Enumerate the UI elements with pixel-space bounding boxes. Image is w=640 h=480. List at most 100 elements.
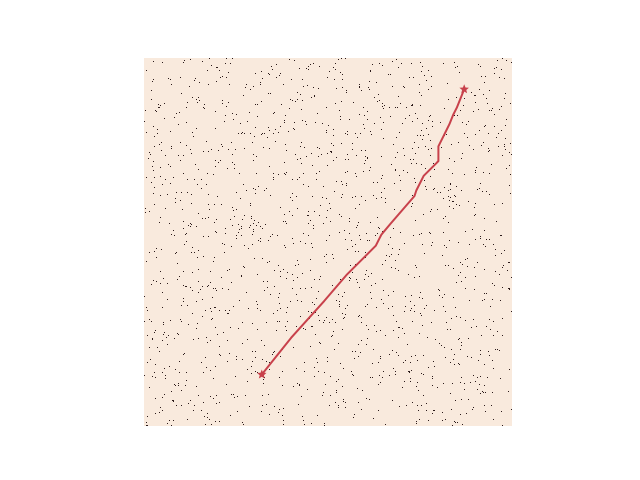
obstacle-dot (452, 425, 453, 426)
obstacle-dot (339, 110, 340, 111)
obstacle-dot (457, 115, 458, 116)
obstacle-dot (360, 239, 361, 240)
obstacle-dot (159, 412, 160, 413)
obstacle-dot (493, 335, 494, 336)
obstacle-dot (357, 282, 358, 283)
obstacle-dot (451, 349, 452, 350)
obstacle-dot (432, 121, 433, 122)
obstacle-dot (399, 406, 400, 407)
obstacle-dot (511, 311, 512, 312)
obstacle-dot (352, 197, 353, 198)
obstacle-dot (146, 132, 147, 133)
obstacle-dot (345, 133, 346, 134)
obstacle-dot (393, 144, 394, 145)
obstacle-dot (225, 115, 226, 116)
obstacle-dot (235, 149, 236, 150)
obstacle-dot (434, 169, 435, 170)
obstacle-dot (274, 112, 275, 113)
obstacle-dot (446, 322, 447, 323)
obstacle-dot (357, 225, 358, 226)
obstacle-dot (439, 295, 440, 296)
obstacle-dot (186, 380, 187, 381)
obstacle-dot (275, 129, 276, 130)
obstacle-dot (479, 384, 480, 385)
obstacle-dot (411, 308, 412, 309)
obstacle-dot (505, 138, 506, 139)
obstacle-dot (392, 61, 393, 62)
obstacle-dot (484, 126, 485, 127)
obstacle-dot (370, 70, 371, 71)
obstacle-dot (298, 264, 299, 265)
obstacle-dot (199, 82, 200, 83)
obstacle-dot (196, 328, 197, 329)
obstacle-dot (326, 217, 327, 218)
obstacle-dot (216, 67, 217, 68)
obstacle-dot (485, 411, 486, 412)
obstacle-dot (428, 89, 429, 90)
obstacle-dot (292, 200, 293, 201)
obstacle-dot (287, 307, 288, 308)
obstacle-dot (464, 383, 465, 384)
obstacle-dot (192, 313, 193, 314)
obstacle-dot (274, 286, 275, 287)
obstacle-dot (398, 327, 399, 328)
obstacle-dot (198, 169, 199, 170)
obstacle-dot (242, 359, 243, 360)
obstacle-dot (437, 192, 438, 193)
obstacle-dot (146, 70, 147, 71)
obstacle-dot (175, 253, 176, 254)
obstacle-dot (391, 267, 392, 268)
obstacle-dot (165, 208, 166, 209)
obstacle-dot (480, 354, 481, 355)
obstacle-dot (338, 59, 339, 60)
obstacle-dot (488, 148, 489, 149)
obstacle-dot (307, 389, 308, 390)
obstacle-dot (509, 185, 510, 186)
obstacle-dot (302, 120, 303, 121)
obstacle-dot (210, 271, 211, 272)
obstacle-dot (428, 134, 429, 135)
obstacle-dot (412, 148, 413, 149)
obstacle-dot (447, 329, 448, 330)
obstacle-dot (365, 160, 366, 161)
obstacle-dot (273, 352, 274, 353)
obstacle-dot (496, 137, 497, 138)
obstacle-dot (317, 362, 318, 363)
obstacle-dot (412, 104, 413, 105)
obstacle-dot (292, 238, 293, 239)
obstacle-dot (488, 351, 489, 352)
obstacle-dot (222, 288, 223, 289)
obstacle-dot (495, 349, 496, 350)
obstacle-dot (148, 158, 149, 159)
obstacle-dot (349, 218, 350, 219)
obstacle-dot (363, 107, 364, 108)
obstacle-dot (180, 142, 181, 143)
obstacle-dot (411, 163, 412, 164)
obstacle-dot (179, 112, 180, 113)
obstacle-dot (273, 177, 274, 178)
obstacle-dot (366, 398, 367, 399)
obstacle-dot (380, 382, 381, 383)
obstacle-dot (326, 254, 327, 255)
obstacle-dot (492, 392, 493, 393)
obstacle-dot (228, 72, 229, 73)
obstacle-dot (149, 211, 150, 212)
obstacle-dot (319, 279, 320, 280)
obstacle-dot (198, 292, 199, 293)
obstacle-dot (363, 171, 364, 172)
obstacle-dot (241, 133, 242, 134)
obstacle-dot (304, 147, 305, 148)
obstacle-dot (414, 142, 415, 143)
obstacle-dot (188, 324, 189, 325)
obstacle-dot (359, 114, 360, 115)
obstacle-dot (366, 344, 367, 345)
obstacle-dot (393, 330, 394, 331)
obstacle-dot (230, 219, 231, 220)
obstacle-dot (191, 153, 192, 154)
obstacle-dot (356, 227, 357, 228)
obstacle-dot (451, 318, 452, 319)
obstacle-dot (157, 129, 158, 130)
obstacle-dot (432, 126, 433, 127)
obstacle-dot (147, 425, 148, 426)
obstacle-dot (369, 170, 370, 171)
